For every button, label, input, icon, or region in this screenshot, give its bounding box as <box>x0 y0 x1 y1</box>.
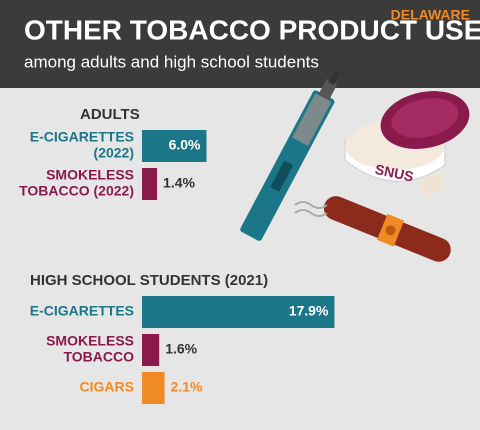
illustration: SNUS <box>240 69 470 262</box>
category-label: (2022) <box>94 145 134 161</box>
category-label: SMOKELESS <box>46 167 134 183</box>
bar <box>142 296 335 328</box>
bar <box>142 168 158 200</box>
state-label: DELAWARE <box>391 7 470 23</box>
bar <box>142 372 165 404</box>
category-label: CIGARS <box>80 379 134 395</box>
value-label: 2.1% <box>171 379 203 395</box>
header-band <box>0 0 480 88</box>
smoke <box>294 201 328 217</box>
value-label: 6.0% <box>169 137 201 153</box>
category-label: TOBACCO <box>63 349 134 365</box>
bar <box>142 130 207 162</box>
title: OTHER TOBACCO PRODUCT USE <box>24 14 480 45</box>
cigar <box>323 196 451 262</box>
section-title: ADULTS <box>80 106 140 123</box>
category-label: SMOKELESS <box>46 333 134 349</box>
value-label: 1.4% <box>163 175 195 191</box>
subtitle: among adults and high school students <box>24 52 319 71</box>
category-label: TOBACCO (2022) <box>19 183 134 199</box>
snus-tin: SNUS <box>344 91 470 196</box>
category-label: E-CIGARETTES <box>30 129 134 145</box>
section-title: HIGH SCHOOL STUDENTS (2021) <box>30 272 268 289</box>
tin-label: SNUS <box>374 161 415 185</box>
category-label: E-CIGARETTES <box>30 303 134 319</box>
value-label: 1.6% <box>165 341 197 357</box>
value-label: 17.9% <box>289 303 329 319</box>
vape-pen <box>240 69 341 241</box>
bar <box>142 334 160 366</box>
